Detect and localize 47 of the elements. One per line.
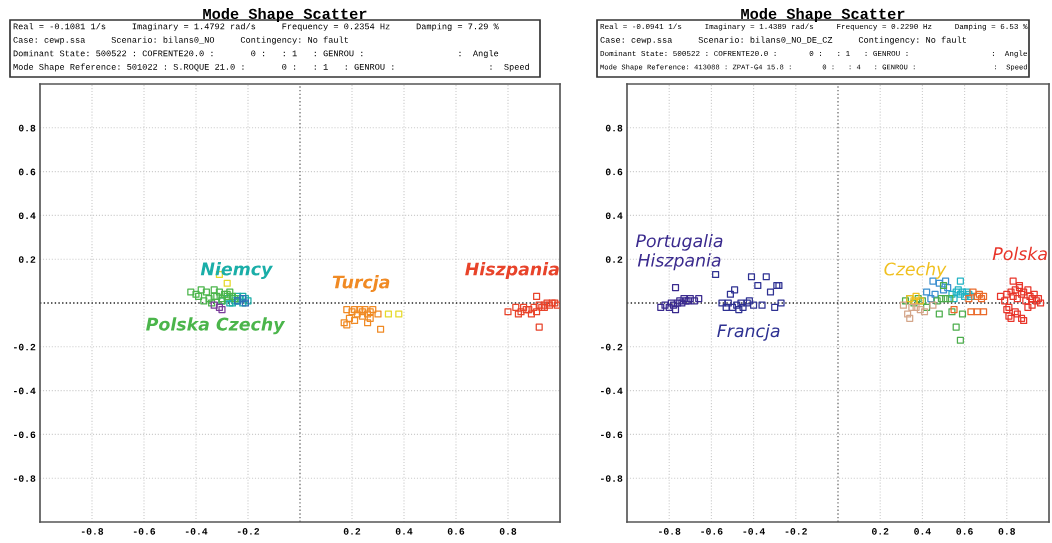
x-tick-label: -0.6: [133, 528, 156, 535]
series-label: Hiszpania: [465, 262, 559, 279]
x-tick-label: 0.4: [914, 528, 931, 535]
text: Real = -0.1081 1/s Imaginary = 1.4792 rad/s Frequency = 0.2354 Hz Damping = 7.29 %: [13, 22, 499, 32]
x-tick-label: -0.2: [237, 528, 260, 535]
text: Case: cewp.ssa Scenario: bilans0_NO_DE_CZ Contingency: No fault: [600, 36, 966, 45]
series-label: Turcja: [332, 275, 390, 293]
y-tick-label: -0.8: [14, 475, 36, 482]
y-tick-label: -0.4: [14, 387, 36, 395]
series-label: Polska Czechy: [146, 317, 286, 335]
x-tick-label: -0.4: [185, 528, 208, 535]
x-tick-label: -0.4: [743, 528, 765, 535]
x-tick-label: 0.2: [872, 528, 889, 535]
x-tick-label: 0.8: [998, 528, 1016, 535]
y-tick-label: 0.6: [605, 168, 623, 176]
x-tick-label: 0.2: [343, 528, 361, 535]
y-tick-label: -0.4: [601, 387, 623, 395]
y-tick-label: -0.2: [601, 343, 623, 351]
series-label: Portugalia Hiszpania: [635, 233, 723, 271]
y-tick-label: 0.2: [18, 256, 36, 263]
x-tick-label: 0.6: [447, 528, 465, 535]
x-tick-label: -0.8: [659, 528, 681, 535]
text: Dominant State: 500522 : COFRENTE20.0 : 0 : : 1 : GENROU : : Angle: [13, 49, 499, 59]
x-tick-label: 0.4: [395, 528, 413, 535]
y-tick-label: -0.6: [601, 431, 623, 439]
y-tick-label: -0.8: [601, 475, 623, 482]
y-tick-label: 0.8: [605, 124, 623, 132]
x-tick-label: 0.8: [499, 528, 517, 535]
y-tick-label: -0.2: [14, 343, 36, 351]
x-tick-label: -0.2: [785, 528, 807, 535]
x-tick-label: -0.8: [81, 528, 104, 535]
y-tick-label: 0.8: [18, 124, 36, 132]
series-label: Francja: [717, 323, 780, 341]
x-tick-label: -0.6: [701, 528, 723, 535]
y-tick-label: -0.6: [14, 431, 36, 439]
chart-title: Mode Shape Scatter: [741, 7, 905, 23]
y-tick-label: 0.2: [605, 256, 623, 263]
y-tick-label: 0.4: [605, 212, 623, 220]
y-tick-label: 0.4: [18, 212, 36, 220]
series-label: Niemcy: [200, 261, 273, 279]
chart-title: Mode Shape Scatter: [203, 7, 367, 23]
text: Case: cewp.ssa Scenario: bilans0_NO Contingency: No fault: [13, 36, 348, 45]
y-tick-label: 0.6: [18, 168, 36, 176]
text: Mode Shape Reference: 501022 : S.ROQUE 21.0 : 0 : : 1 : GENROU : : Speed: [13, 63, 529, 72]
series-label: Czechy: [884, 262, 947, 279]
x-tick-label: 0.6: [956, 528, 973, 535]
series-label: Polska: [992, 246, 1047, 261]
